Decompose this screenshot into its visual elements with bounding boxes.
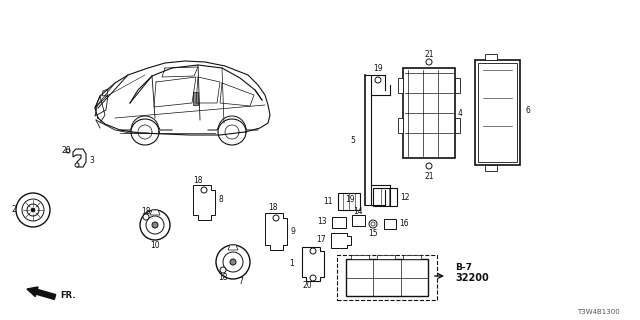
Circle shape <box>220 267 226 273</box>
Text: 20: 20 <box>302 281 312 290</box>
Polygon shape <box>228 245 238 250</box>
Text: 1: 1 <box>289 260 294 268</box>
Text: 7: 7 <box>238 277 243 286</box>
Text: 18: 18 <box>141 206 151 215</box>
Text: 19: 19 <box>346 196 355 204</box>
Bar <box>398 78 403 93</box>
Bar <box>485 165 497 171</box>
Text: 14: 14 <box>353 206 363 215</box>
Circle shape <box>310 275 316 281</box>
Text: 3: 3 <box>89 156 94 164</box>
Circle shape <box>143 214 149 220</box>
Circle shape <box>273 215 279 221</box>
Bar <box>455 78 460 93</box>
Circle shape <box>216 245 250 279</box>
Circle shape <box>27 204 39 216</box>
Text: 10: 10 <box>150 241 160 250</box>
Text: 2: 2 <box>11 205 16 214</box>
Text: 11: 11 <box>323 196 333 205</box>
Bar <box>373 188 397 206</box>
Bar <box>193 92 198 105</box>
Text: 8: 8 <box>218 196 223 204</box>
Text: 20: 20 <box>61 146 70 155</box>
Circle shape <box>66 149 70 153</box>
Circle shape <box>16 193 50 227</box>
Text: 9: 9 <box>290 227 295 236</box>
Circle shape <box>426 163 432 169</box>
Text: 18: 18 <box>193 175 203 185</box>
Polygon shape <box>302 247 324 281</box>
Text: 12: 12 <box>400 193 410 202</box>
Circle shape <box>140 210 170 240</box>
Bar <box>332 217 346 228</box>
Polygon shape <box>150 210 160 215</box>
Circle shape <box>223 252 243 272</box>
Text: 16: 16 <box>399 220 408 228</box>
Circle shape <box>146 216 164 234</box>
Bar <box>351 255 369 259</box>
Circle shape <box>75 163 79 167</box>
Bar <box>478 63 517 162</box>
Text: 32200: 32200 <box>455 273 489 283</box>
Circle shape <box>22 199 44 221</box>
Polygon shape <box>73 149 86 167</box>
Bar <box>485 54 497 60</box>
Bar <box>337 255 437 300</box>
Text: 21: 21 <box>424 50 434 59</box>
Bar <box>338 193 360 210</box>
Bar <box>455 118 460 133</box>
Bar <box>398 118 403 133</box>
Text: 18: 18 <box>268 204 278 212</box>
Polygon shape <box>331 233 351 248</box>
Text: 21: 21 <box>424 172 434 180</box>
Bar <box>346 259 428 296</box>
Circle shape <box>152 222 158 228</box>
Text: 5: 5 <box>350 135 355 145</box>
Bar <box>403 255 421 259</box>
Circle shape <box>230 259 236 265</box>
Circle shape <box>371 222 375 226</box>
Bar <box>352 215 365 226</box>
Text: 4: 4 <box>458 108 463 117</box>
Circle shape <box>375 77 381 83</box>
Bar <box>377 255 395 259</box>
Polygon shape <box>193 185 215 220</box>
Text: 6: 6 <box>525 106 530 115</box>
Text: B-7: B-7 <box>455 263 472 273</box>
Polygon shape <box>265 213 287 250</box>
Circle shape <box>369 220 377 228</box>
Text: 19: 19 <box>373 63 383 73</box>
Circle shape <box>426 59 432 65</box>
Text: 18: 18 <box>218 273 228 282</box>
FancyArrow shape <box>27 287 56 300</box>
Bar <box>403 68 455 158</box>
Text: 17: 17 <box>316 236 326 244</box>
Bar <box>384 219 396 229</box>
Circle shape <box>31 208 35 212</box>
Circle shape <box>375 197 381 203</box>
Circle shape <box>201 187 207 193</box>
Text: FR.: FR. <box>60 291 76 300</box>
Circle shape <box>310 248 316 254</box>
Text: 15: 15 <box>368 228 378 237</box>
Text: T3W4B1300: T3W4B1300 <box>577 309 620 315</box>
Text: 13: 13 <box>317 218 327 227</box>
Bar <box>475 60 520 165</box>
